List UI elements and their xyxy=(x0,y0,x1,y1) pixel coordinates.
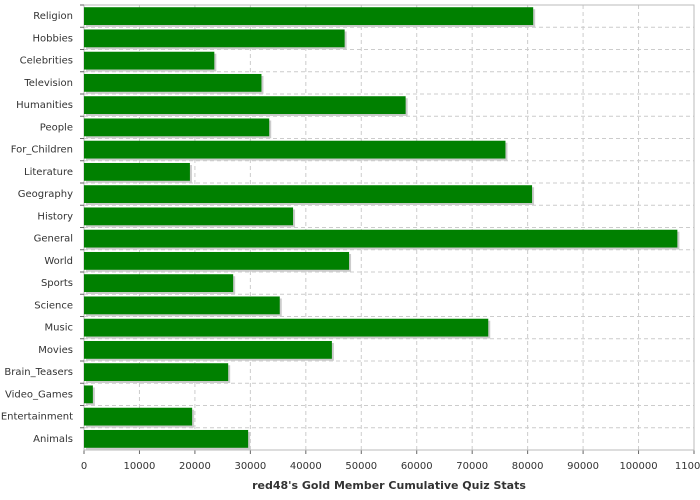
y-tick-label: People xyxy=(40,122,73,133)
bar xyxy=(84,185,533,204)
x-tick-label: 10000 xyxy=(124,461,156,472)
bar xyxy=(84,251,350,270)
y-tick-label: Science xyxy=(34,300,73,311)
bar xyxy=(84,274,234,293)
bar xyxy=(84,429,249,448)
y-tick-label: Religion xyxy=(33,11,73,22)
bar xyxy=(84,363,229,382)
y-tick-label: History xyxy=(37,211,73,222)
x-tick-label: 40000 xyxy=(290,461,322,472)
y-tick-label: Literature xyxy=(24,167,73,178)
x-tick-label: 80000 xyxy=(512,461,544,472)
y-tick-label: Entertainment xyxy=(1,412,73,423)
bar xyxy=(84,407,193,426)
y-tick-label: Celebrities xyxy=(20,56,73,67)
y-tick-label: General xyxy=(34,234,73,245)
y-tick-label: Sports xyxy=(41,278,73,289)
x-tick-label: 30000 xyxy=(234,461,266,472)
y-tick-label: Geography xyxy=(18,189,73,200)
bar xyxy=(84,340,332,359)
x-tick-label: 50000 xyxy=(345,461,377,472)
bar xyxy=(84,29,345,48)
bar xyxy=(84,73,262,92)
x-tick-label: 110000 xyxy=(675,461,700,472)
bar xyxy=(84,318,489,337)
x-tick-label: 20000 xyxy=(179,461,211,472)
chart-title: red48's Gold Member Cumulative Quiz Stat… xyxy=(252,479,526,492)
bar xyxy=(84,296,280,315)
bar xyxy=(84,385,93,404)
bar xyxy=(84,118,270,137)
bar xyxy=(84,229,678,248)
x-tick-label: 100000 xyxy=(619,461,657,472)
bar xyxy=(84,140,506,159)
x-tick-label: 60000 xyxy=(401,461,433,472)
y-tick-label: Animals xyxy=(33,434,73,445)
y-tick-label: Video_Games xyxy=(5,389,73,400)
y-tick-label: World xyxy=(44,256,73,267)
y-tick-label: Music xyxy=(45,323,73,334)
bar xyxy=(84,162,190,181)
x-tick-label: 90000 xyxy=(567,461,599,472)
y-tick-label: Movies xyxy=(38,345,73,356)
bar xyxy=(84,96,406,115)
y-tick-label: For_Children xyxy=(11,145,73,156)
bar xyxy=(84,207,294,226)
y-tick-label: Humanities xyxy=(16,100,73,111)
x-tick-label: 0 xyxy=(81,461,87,472)
y-tick-label: Brain_Teasers xyxy=(4,367,73,378)
y-tick-label: Television xyxy=(23,78,73,89)
x-tick-label: 70000 xyxy=(456,461,488,472)
bar xyxy=(84,7,534,26)
bar xyxy=(84,51,215,70)
y-tick-label: Hobbies xyxy=(33,33,73,44)
